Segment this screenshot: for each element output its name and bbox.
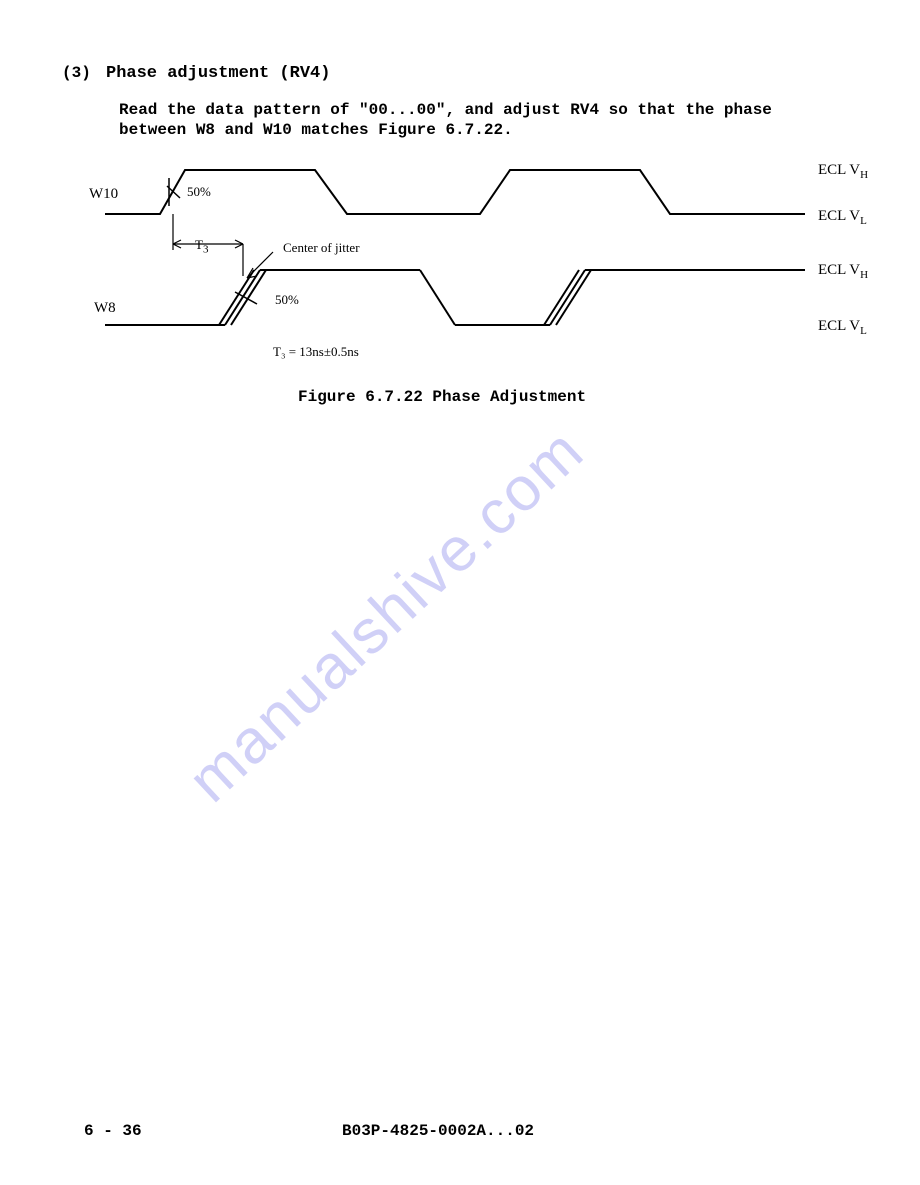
timing-note: T₃ = 13ns±0.5ns [273, 344, 359, 360]
w8-vh-label: ECL VH [818, 262, 868, 281]
w10-label: W10 [89, 186, 118, 203]
w8-vl-label: ECL VL [818, 318, 867, 337]
section-paragraph: Read the data pattern of "00...00", and … [119, 100, 819, 140]
t3-label: T3 [195, 237, 208, 256]
pct-50-top: 50% [187, 184, 211, 200]
pct-50-bottom: 50% [275, 292, 299, 308]
section-title: Phase adjustment (RV4) [106, 64, 330, 83]
figure-caption: Figure 6.7.22 Phase Adjustment [298, 388, 586, 406]
w10-vh-label: ECL VH [818, 162, 868, 181]
footer-page: 6 - 36 [84, 1122, 142, 1140]
section-number: (3) [62, 64, 91, 82]
watermark: manualshive.com [175, 415, 598, 816]
w10-vl-label: ECL VL [818, 208, 867, 227]
w8-label: W8 [94, 300, 116, 317]
footer-docnum: B03P-4825-0002A...02 [342, 1122, 534, 1140]
center-of-jitter-label: Center of jitter [283, 240, 360, 256]
